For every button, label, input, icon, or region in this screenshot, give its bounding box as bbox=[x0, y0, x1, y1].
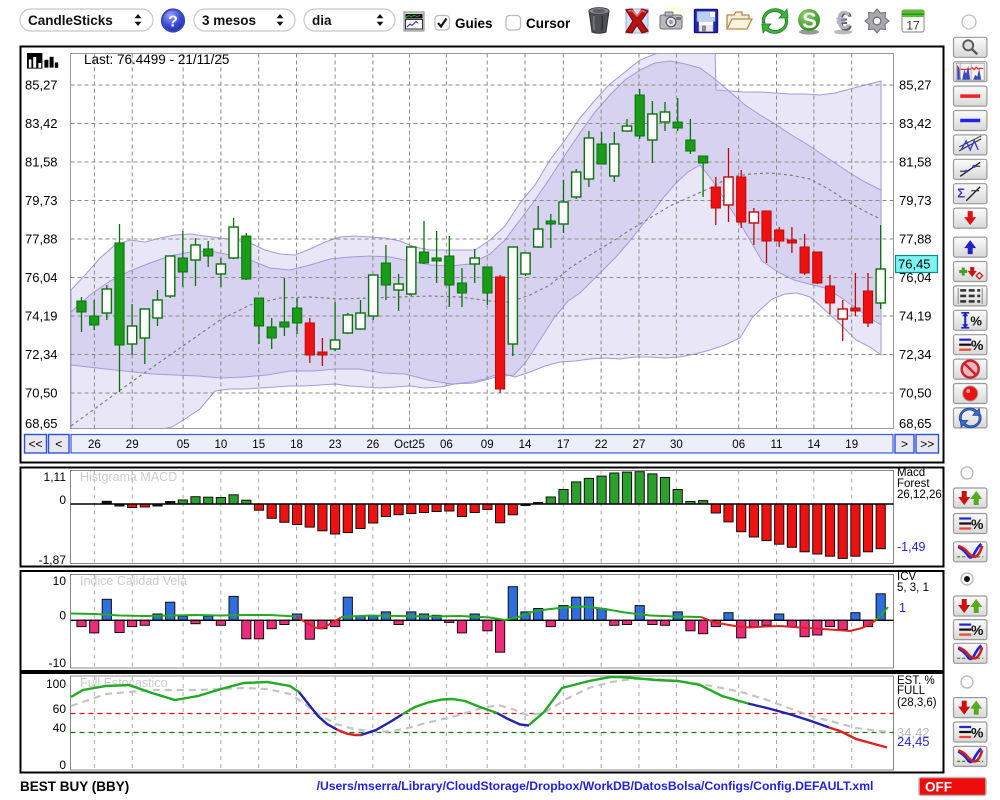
svg-text:S: S bbox=[802, 8, 817, 33]
svg-text:40: 40 bbox=[53, 721, 67, 735]
svg-text:BEST BUY (BBY): BEST BUY (BBY) bbox=[20, 779, 129, 794]
svg-text:>>: >> bbox=[920, 437, 934, 451]
svg-text:%: % bbox=[970, 313, 982, 328]
svg-text:23: 23 bbox=[329, 439, 342, 451]
svg-text:81,58: 81,58 bbox=[899, 155, 932, 170]
svg-text:10: 10 bbox=[53, 574, 67, 588]
svg-text:74,19: 74,19 bbox=[25, 309, 58, 324]
svg-text:77,88: 77,88 bbox=[899, 232, 932, 247]
svg-text:€: € bbox=[837, 7, 852, 37]
svg-text:15: 15 bbox=[252, 439, 265, 451]
svg-text:<: < bbox=[55, 437, 62, 451]
svg-text:24,45: 24,45 bbox=[897, 734, 930, 749]
svg-text:(28,3,6): (28,3,6) bbox=[897, 697, 937, 709]
svg-text:-1,49: -1,49 bbox=[897, 540, 926, 554]
svg-text:Indice Calidad Vela: Indice Calidad Vela bbox=[80, 574, 187, 588]
svg-text:CandleSticks: CandleSticks bbox=[28, 13, 113, 28]
svg-text:68,65: 68,65 bbox=[25, 416, 58, 431]
svg-text:29: 29 bbox=[126, 439, 139, 451]
svg-text:>: > bbox=[901, 437, 908, 451]
svg-text:14: 14 bbox=[519, 439, 532, 451]
svg-text:1,11: 1,11 bbox=[44, 470, 67, 484]
svg-text:76,04: 76,04 bbox=[899, 270, 932, 285]
svg-text:70,50: 70,50 bbox=[899, 386, 932, 401]
svg-text:60: 60 bbox=[53, 702, 67, 716]
svg-text:83,42: 83,42 bbox=[25, 116, 58, 131]
svg-text:81,58: 81,58 bbox=[25, 155, 58, 170]
svg-text:Cursor: Cursor bbox=[526, 16, 571, 31]
svg-text:06: 06 bbox=[732, 439, 745, 451]
svg-text:Macd: Macd bbox=[897, 467, 925, 479]
svg-text:0: 0 bbox=[59, 758, 66, 772]
svg-text:EST. %: EST. % bbox=[897, 675, 935, 687]
svg-text:0: 0 bbox=[59, 493, 66, 507]
svg-text:74,19: 74,19 bbox=[899, 309, 932, 324]
svg-text:5, 3, 1: 5, 3, 1 bbox=[897, 582, 929, 594]
svg-text:79,73: 79,73 bbox=[899, 193, 932, 208]
svg-text:19: 19 bbox=[845, 439, 858, 451]
svg-text:100: 100 bbox=[46, 677, 66, 691]
svg-text:06: 06 bbox=[440, 439, 453, 451]
svg-text:11: 11 bbox=[771, 439, 783, 451]
svg-text:Guies: Guies bbox=[455, 16, 493, 31]
svg-text:26: 26 bbox=[367, 439, 380, 451]
svg-text:-10: -10 bbox=[49, 656, 67, 670]
svg-text:68,65: 68,65 bbox=[899, 416, 932, 431]
svg-text:Last: 76.4499 - 21/11/25: Last: 76.4499 - 21/11/25 bbox=[84, 52, 229, 67]
svg-text:%: % bbox=[971, 622, 984, 638]
svg-text:10: 10 bbox=[215, 439, 228, 451]
svg-text:26: 26 bbox=[88, 439, 101, 451]
svg-text:14: 14 bbox=[808, 439, 821, 451]
svg-text:05: 05 bbox=[177, 439, 190, 451]
svg-text:34,42: 34,42 bbox=[897, 725, 930, 740]
svg-text:OFF: OFF bbox=[925, 780, 952, 795]
svg-text:79,73: 79,73 bbox=[25, 193, 58, 208]
svg-text:85,27: 85,27 bbox=[899, 78, 932, 93]
svg-text:09: 09 bbox=[481, 439, 494, 451]
svg-text:€: € bbox=[836, 5, 850, 35]
svg-text:72,34: 72,34 bbox=[899, 347, 932, 362]
svg-text:76,45: 76,45 bbox=[898, 257, 931, 272]
svg-text:22: 22 bbox=[595, 439, 608, 451]
svg-text:Σ: Σ bbox=[957, 186, 965, 201]
svg-text:18: 18 bbox=[290, 439, 303, 451]
svg-text:26,12,26: 26,12,26 bbox=[897, 489, 942, 501]
svg-text:%: % bbox=[971, 725, 984, 741]
svg-text:72,34: 72,34 bbox=[25, 347, 58, 362]
svg-text:dia: dia bbox=[312, 13, 332, 28]
svg-text:77,88: 77,88 bbox=[25, 232, 58, 247]
svg-text:Oct25: Oct25 bbox=[394, 439, 425, 451]
svg-text:3 mesos: 3 mesos bbox=[202, 13, 256, 28]
svg-text:/Users/mserra/Library/CloudSto: /Users/mserra/Library/CloudStorage/Dropb… bbox=[317, 779, 874, 793]
svg-text:%: % bbox=[971, 516, 984, 532]
svg-text:-1,87: -1,87 bbox=[39, 553, 67, 567]
svg-text:0: 0 bbox=[59, 609, 66, 623]
svg-text:30: 30 bbox=[670, 439, 683, 451]
svg-text:85,27: 85,27 bbox=[25, 78, 58, 93]
svg-text:83,42: 83,42 bbox=[899, 116, 932, 131]
svg-text:?: ? bbox=[168, 14, 178, 31]
svg-text:Forest: Forest bbox=[897, 478, 930, 490]
svg-text:76,04: 76,04 bbox=[25, 270, 58, 285]
svg-text:1: 1 bbox=[899, 601, 906, 615]
svg-text:FULL: FULL bbox=[897, 685, 926, 697]
svg-text:27: 27 bbox=[633, 439, 646, 451]
svg-text:ICV: ICV bbox=[897, 571, 917, 583]
svg-text:17: 17 bbox=[557, 439, 570, 451]
svg-text:<<: << bbox=[28, 437, 42, 451]
svg-text:Histgrama MACD: Histgrama MACD bbox=[80, 470, 177, 484]
svg-text:%: % bbox=[971, 337, 984, 353]
svg-text:70,50: 70,50 bbox=[25, 386, 58, 401]
svg-text:17: 17 bbox=[906, 19, 920, 33]
